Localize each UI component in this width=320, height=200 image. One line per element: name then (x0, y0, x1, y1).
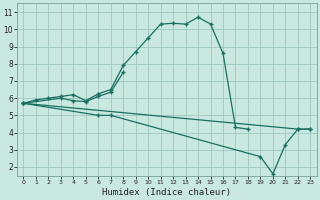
X-axis label: Humidex (Indice chaleur): Humidex (Indice chaleur) (102, 188, 231, 197)
